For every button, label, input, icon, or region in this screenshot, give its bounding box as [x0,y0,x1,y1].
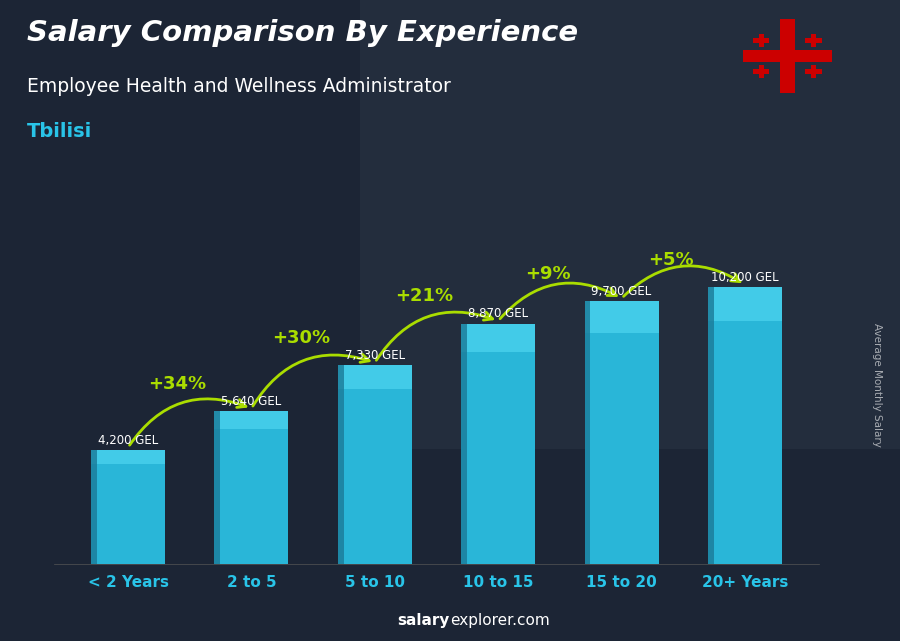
Bar [708,287,714,564]
Bar [338,365,412,389]
Text: Salary Comparison By Experience: Salary Comparison By Experience [27,19,578,47]
Text: Employee Health and Wellness Administrator: Employee Health and Wellness Administrat… [27,77,451,96]
Bar [780,19,795,93]
Bar [742,50,833,62]
Bar [585,301,659,333]
Text: Average Monthly Salary: Average Monthly Salary [872,322,883,447]
Text: 4,200 GEL: 4,200 GEL [98,434,158,447]
Bar [214,411,220,564]
Bar [338,365,344,564]
Bar [585,301,659,564]
Bar [811,34,816,47]
Bar [91,450,165,564]
Bar [461,324,467,564]
Bar [759,65,764,78]
Text: explorer.com: explorer.com [450,613,550,628]
Bar [753,69,770,74]
Bar [338,365,412,564]
Bar [806,38,822,43]
Text: +21%: +21% [395,287,454,305]
Text: 9,700 GEL: 9,700 GEL [591,285,652,298]
Bar [708,287,782,320]
Bar [214,411,288,429]
Text: +5%: +5% [648,251,694,269]
Bar [811,65,816,78]
Bar [708,287,782,564]
Bar [806,69,822,74]
Text: 7,330 GEL: 7,330 GEL [345,349,405,362]
Bar [461,324,536,564]
Text: salary: salary [398,613,450,628]
Bar [753,38,770,43]
Bar [585,301,590,564]
Bar [91,450,165,464]
Bar [759,34,764,47]
Text: +30%: +30% [272,329,329,347]
Bar [214,411,288,564]
Text: 10,200 GEL: 10,200 GEL [711,271,778,284]
Text: 5,640 GEL: 5,640 GEL [221,395,282,408]
Bar [91,450,97,564]
Bar [461,324,536,353]
Text: 8,870 GEL: 8,870 GEL [468,307,528,320]
Bar [360,0,900,449]
Text: +34%: +34% [148,375,206,393]
Text: Tbilisi: Tbilisi [27,122,92,141]
Text: +9%: +9% [525,265,571,283]
